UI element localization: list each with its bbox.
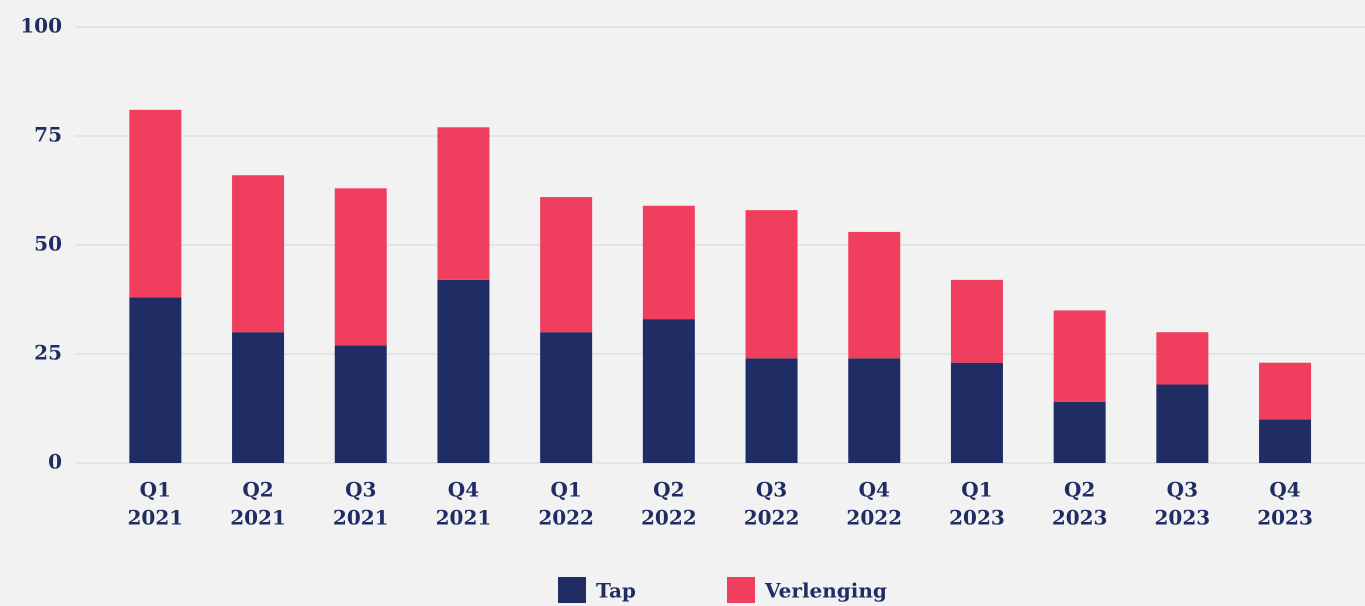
bar-segment [848, 231, 901, 359]
x-tick-label: Q2 [653, 478, 684, 502]
y-tick-label: 100 [20, 14, 62, 38]
bar-segment [848, 358, 901, 463]
bar-segment [745, 210, 798, 359]
bar-segment [745, 358, 798, 463]
bar-segment [642, 205, 695, 320]
bar-segment [437, 127, 490, 280]
x-tick-label: 2022 [538, 506, 594, 530]
x-tick-label: Q1 [140, 478, 171, 502]
bar-segment [334, 345, 387, 463]
x-tick-label: Q4 [448, 478, 479, 502]
x-tick-label: 2022 [846, 506, 902, 530]
y-tick-label: 0 [48, 450, 62, 474]
x-tick-label: 2021 [333, 506, 389, 530]
bar-segment [1156, 332, 1209, 385]
y-tick-label: 25 [34, 341, 62, 365]
bar-segment [540, 197, 593, 333]
bar-segment [334, 188, 387, 346]
x-tick-label: 2021 [436, 506, 492, 530]
x-tick-label: 2023 [1155, 506, 1211, 530]
x-tick-label: Q3 [345, 478, 376, 502]
x-tick-label: Q3 [756, 478, 787, 502]
legend-swatch [558, 577, 586, 603]
x-tick-label: 2023 [1257, 506, 1313, 530]
bar-segment [129, 297, 182, 463]
bar-segment [1053, 401, 1106, 463]
x-tick-label: Q2 [1064, 478, 1095, 502]
bar-segment [437, 279, 490, 463]
bar-segment [1259, 419, 1312, 463]
legend-label: Tap [596, 579, 636, 603]
bar-segment [1259, 362, 1312, 420]
bar-segment [129, 109, 182, 298]
bar-segment [1156, 384, 1209, 463]
x-tick-label: Q4 [859, 478, 890, 502]
bar-segment [232, 175, 285, 333]
bar-segment [642, 319, 695, 463]
x-tick-label: Q1 [961, 478, 992, 502]
x-tick-label: Q4 [1269, 478, 1300, 502]
y-tick-label: 50 [34, 232, 62, 256]
legend-label: Verlenging [764, 579, 887, 603]
x-tick-label: Q2 [242, 478, 273, 502]
x-tick-label: 2021 [128, 506, 184, 530]
x-tick-label: Q1 [550, 478, 581, 502]
bar-segment [950, 362, 1003, 463]
x-tick-label: 2022 [744, 506, 800, 530]
bar-segment [950, 279, 1003, 363]
bar-segment [232, 332, 285, 463]
x-tick-label: 2023 [1052, 506, 1108, 530]
legend-swatch [727, 577, 755, 603]
x-tick-label: 2022 [641, 506, 697, 530]
x-tick-label: 2021 [230, 506, 286, 530]
x-tick-label: Q3 [1167, 478, 1198, 502]
y-tick-label: 75 [34, 123, 62, 147]
x-tick-label: 2023 [949, 506, 1005, 530]
bar-segment [1053, 310, 1106, 402]
bar-segment [540, 332, 593, 463]
